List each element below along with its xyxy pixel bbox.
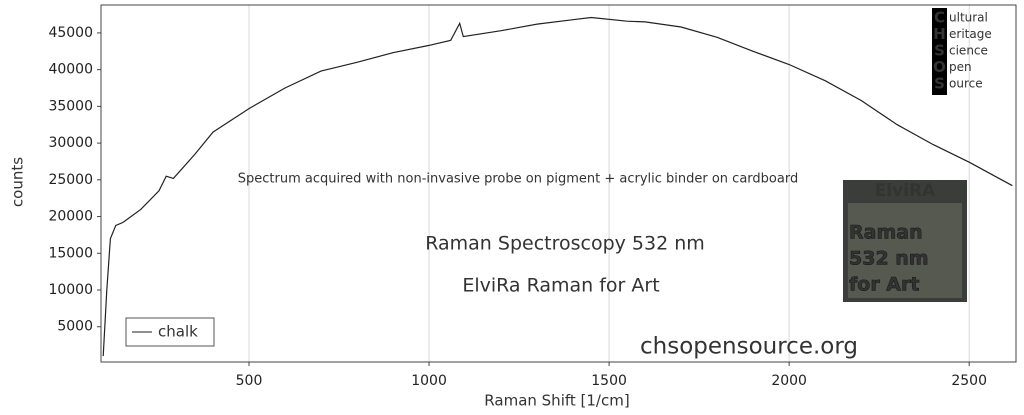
badge-line: Raman bbox=[849, 222, 923, 244]
x-tick-label: 2000 bbox=[771, 373, 807, 389]
x-tick-label: 2500 bbox=[951, 373, 987, 389]
logo-bar bbox=[932, 8, 947, 95]
y-axis-label: counts bbox=[9, 157, 27, 207]
plot-frame bbox=[100, 4, 1017, 363]
y-tick-label: 20000 bbox=[48, 209, 93, 225]
x-axis-label: Raman Shift [1/cm] bbox=[484, 392, 629, 410]
y-tick-label: 30000 bbox=[48, 135, 93, 151]
badge-photo bbox=[848, 203, 962, 298]
x-tick-label: 1000 bbox=[411, 373, 447, 389]
logo-letter: S bbox=[934, 42, 945, 60]
x-tick-label: 500 bbox=[236, 373, 263, 389]
x-tick-label: 1500 bbox=[591, 373, 627, 389]
logo-word: ource bbox=[949, 77, 983, 91]
badge-title: ElviRA bbox=[875, 181, 936, 201]
logo-letter: S bbox=[934, 75, 945, 93]
logo-word: pen bbox=[949, 60, 972, 74]
logo-word: ultural bbox=[949, 11, 988, 25]
y-tick-label: 35000 bbox=[48, 98, 93, 114]
y-tick-label: 15000 bbox=[48, 245, 93, 261]
logo-word: cience bbox=[949, 44, 988, 58]
annotation: Spectrum acquired with non-invasive prob… bbox=[238, 172, 798, 187]
legend-label: chalk bbox=[158, 323, 198, 341]
logo-word: eritage bbox=[949, 27, 992, 41]
y-tick-label: 10000 bbox=[48, 282, 93, 298]
annotation: Raman Spectroscopy 532 nm bbox=[425, 233, 705, 255]
badge-line: 532 nm bbox=[849, 248, 929, 270]
y-tick-label: 25000 bbox=[48, 172, 93, 188]
data-line bbox=[102, 16, 1013, 357]
y-tick-label: 5000 bbox=[57, 319, 93, 335]
annotation: chsopensource.org bbox=[640, 334, 858, 360]
badge-line: for Art bbox=[849, 274, 919, 296]
logo-letter: C bbox=[934, 9, 945, 27]
logo-letter: O bbox=[933, 58, 946, 76]
y-tick-label: 45000 bbox=[48, 25, 93, 41]
annotation: ElviRa Raman for Art bbox=[462, 275, 659, 297]
y-tick-label: 40000 bbox=[48, 62, 93, 78]
logo-letter: H bbox=[933, 25, 946, 43]
